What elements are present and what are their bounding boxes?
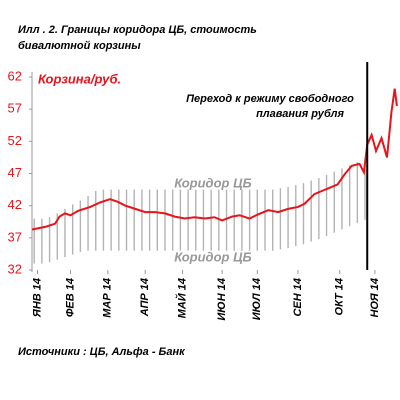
x-tick-label: МАР 14 xyxy=(102,278,114,318)
y-tick-label: 32 xyxy=(8,261,22,276)
series-line xyxy=(31,88,398,231)
x-tick-label: ОКТ 14 xyxy=(334,278,346,315)
x-tick-label: ЯНВ 14 xyxy=(31,278,43,318)
source: Источники : ЦБ, Альфа - Банк xyxy=(18,346,186,358)
corridor-label: Коридор ЦБ xyxy=(174,249,252,264)
x-tick-label: ИЮН 14 xyxy=(216,278,228,321)
y-tick-label: 37 xyxy=(8,229,22,244)
chart-title: бивалютной корзины xyxy=(18,40,141,52)
x-tick-label: СЕН 14 xyxy=(292,278,304,317)
legend-label: Корзина/руб. xyxy=(38,71,121,86)
y-tick-label: 52 xyxy=(8,133,22,148)
x-tick-label: АПР 14 xyxy=(139,278,151,317)
y-tick-label: 57 xyxy=(8,101,22,116)
annotation: Переход к режиму свободного xyxy=(186,93,354,105)
y-tick-label: 62 xyxy=(8,68,22,83)
corridor-label: Коридор ЦБ xyxy=(174,175,252,190)
x-tick-label: ФЕВ 14 xyxy=(64,278,76,317)
x-tick-label: ИЮЛ 14 xyxy=(251,278,263,320)
annotation: плавания рубля xyxy=(256,108,344,120)
y-tick-label: 47 xyxy=(8,165,22,180)
chart-title: Илл . 2. Границы коридора ЦБ, стоимость xyxy=(18,24,257,36)
x-tick-label: МАЙ 14 xyxy=(175,278,188,318)
y-tick-label: 42 xyxy=(8,197,22,212)
x-tick-label: НОЯ 14 xyxy=(369,278,381,318)
